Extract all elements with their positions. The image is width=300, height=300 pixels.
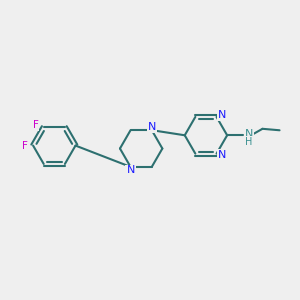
Text: N: N xyxy=(218,150,226,160)
Text: N: N xyxy=(148,122,156,132)
Text: F: F xyxy=(32,120,38,130)
Text: H: H xyxy=(245,137,252,147)
Text: N: N xyxy=(126,165,135,176)
Text: N: N xyxy=(244,129,253,139)
Text: N: N xyxy=(218,110,226,120)
Text: F: F xyxy=(22,141,28,151)
